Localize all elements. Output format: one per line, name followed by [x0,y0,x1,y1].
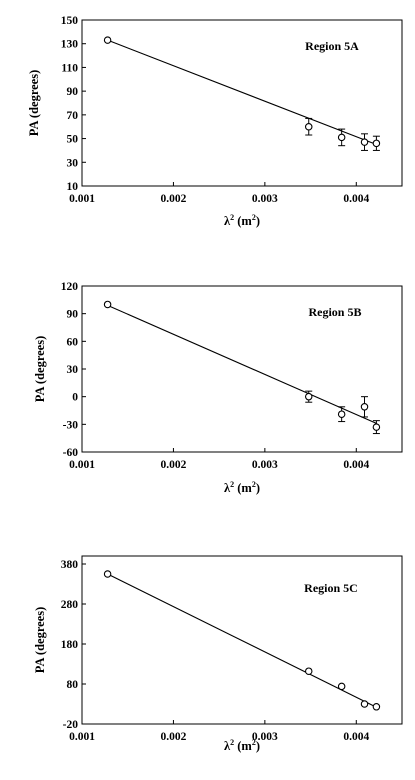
data-point [372,139,381,148]
y-tick-label: 70 [67,110,79,122]
x-axis-label-part: 2 [230,738,234,747]
x-axis-label-part: 2 [230,213,234,222]
x-axis-label-part: λ [224,214,231,228]
fit-line [107,573,377,708]
data-point [304,392,313,401]
data-point [337,410,346,418]
panel-region-5c: -20 80 180 280 380 0.001 0.002 0.003 0.004 Region… [33,555,403,753]
data-point [103,570,112,578]
y-tick-label: -20 [63,719,79,731]
data-point [360,138,369,146]
x-tick-label: 0.003 [252,193,278,205]
x-tick-label: 0.002 [160,731,186,743]
x-axis-label-part: 2 [252,480,256,489]
x-axis-label-part: λ [224,481,231,495]
x-tick-label: 0.004 [343,731,369,743]
y-axis-label: PA (degrees) [33,607,47,674]
y-axis-label: PA (degrees) [27,70,41,137]
x-tick-label: 0.003 [252,731,278,743]
x-tick-label: 0.001 [69,193,95,205]
x-tick-label: 0.001 [69,459,95,471]
x-axis-label: λ2 (m2) [224,480,260,495]
region-title: Region 5B [308,305,361,319]
region-title: Region 5C [304,581,358,595]
x-tick-label: 0.004 [343,459,369,471]
region-title: Region 5A [305,39,359,53]
x-axis-label-part: ) [256,214,260,228]
x-tick-label: 0.002 [160,193,186,205]
x-tick-label: 0.002 [160,459,186,471]
x-axis-label-part: (m [234,481,252,495]
y-tick-label: -60 [63,447,79,459]
y-tick-label: 30 [67,364,79,376]
x-tick-label: 0.003 [252,459,278,471]
y-tick-label: 120 [61,281,79,293]
data-point [337,682,346,691]
y-tick-label: 80 [67,679,79,691]
data-point [360,403,369,411]
x-axis-label-part: 2 [230,480,234,489]
y-axis-label: PA (degrees) [33,336,47,403]
x-axis-label-part: (m [234,739,252,753]
x-axis-label-part: 2 [252,738,256,747]
y-tick-label: 380 [61,559,79,571]
data-point [372,703,381,711]
y-tick-label: 50 [67,134,79,146]
y-tick-label: -30 [63,419,79,431]
x-axis-label-part: ) [256,739,260,753]
panel-region-5b: -60 -30 0 30 60 90 120 0.001 0.002 0.003 0.004 Regi… [33,281,403,495]
fit-line [107,304,377,424]
x-tick-label: 0.004 [343,193,369,205]
y-tick-label: 30 [67,157,79,169]
fit-line [107,39,377,146]
data-point [360,700,369,708]
data-point [304,122,313,131]
data-point [337,133,346,142]
plot-frame [81,555,403,725]
data-point [103,36,112,44]
y-tick-label: 280 [61,599,79,611]
x-axis-label: λ2 (m2) [224,738,260,753]
x-axis-label-part: (m [234,214,252,228]
y-tick-label: 90 [67,309,79,321]
y-tick-label: 180 [61,639,79,651]
x-tick-label: 0.001 [69,731,95,743]
x-axis-label-part: ) [256,481,260,495]
plot-frame [81,19,403,187]
y-tick-label: 90 [67,86,79,98]
y-tick-label: 110 [61,62,78,74]
panel-region-5a: 10 30 50 70 90 110 130 150 0.001 0.002 0.003 0.004 R… [27,15,403,228]
data-point [103,300,112,309]
y-tick-label: 130 [61,39,79,51]
y-tick-label: 0 [72,392,78,404]
x-axis-label-part: 2 [252,213,256,222]
data-point [372,423,381,431]
data-point [304,667,313,675]
y-tick-label: 150 [61,15,79,27]
y-tick-label: 60 [67,336,79,348]
x-axis-label-part: λ [224,739,231,753]
x-axis-label: λ2 (m2) [224,213,260,228]
y-tick-label: 10 [67,181,79,193]
